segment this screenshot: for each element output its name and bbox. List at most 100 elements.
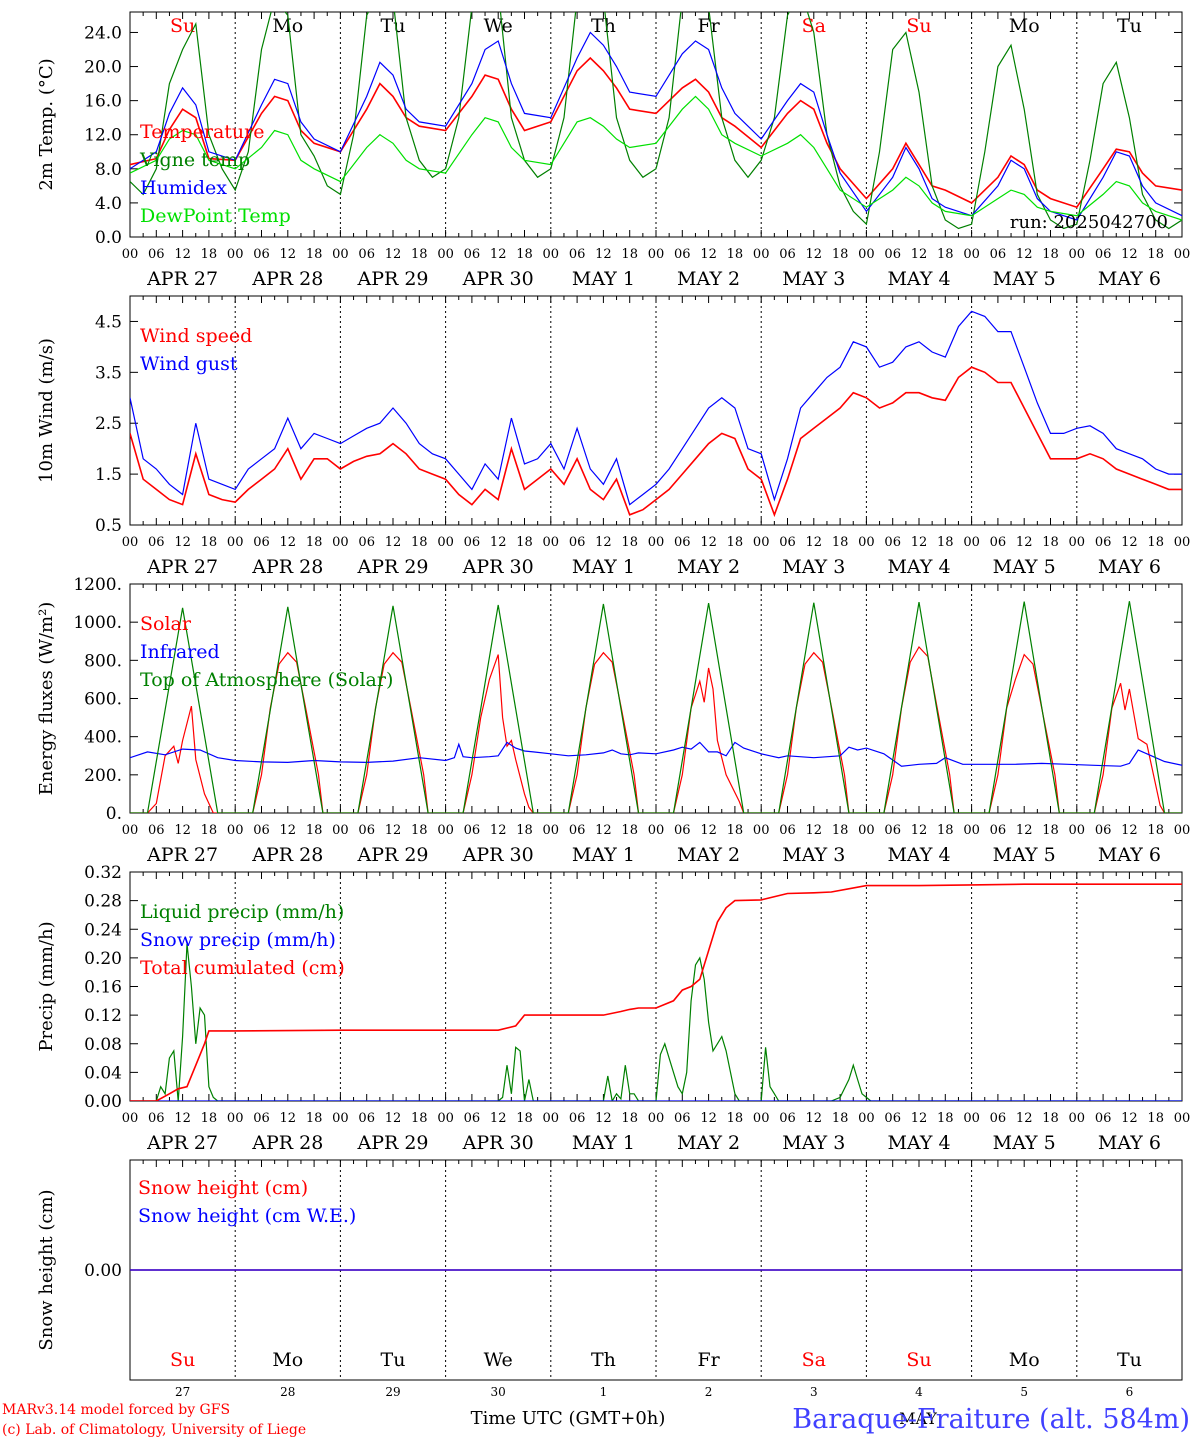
hour-tick-label: 18 <box>516 823 533 838</box>
hour-tick-label: 06 <box>148 1111 165 1126</box>
hour-tick-label: 12 <box>174 535 191 550</box>
hour-tick-label: 06 <box>1095 535 1112 550</box>
hour-tick-label: 00 <box>753 535 770 550</box>
hour-tick-label: 00 <box>437 247 454 262</box>
panel-2: 0.5 1.5 2.5 3.5 4.5 10m Wind (m/s) 00 06 12 18 APR… <box>36 295 1190 578</box>
hour-tick-label: 18 <box>1147 247 1164 262</box>
date-label: MAY 2 <box>677 1132 740 1154</box>
series-line-dewpoint-temp <box>130 95 1182 221</box>
hour-tick-label: 06 <box>253 1111 270 1126</box>
date-label: APR 29 <box>356 268 428 290</box>
day-number-label: 3 <box>810 1385 818 1399</box>
hour-tick-label: 12 <box>280 535 297 550</box>
y-tick-label: 20.0 <box>84 58 122 78</box>
hour-tick-label: 06 <box>358 247 375 262</box>
date-label: MAY 2 <box>677 844 740 866</box>
y-tick-label: 0.28 <box>84 892 122 912</box>
date-label: MAY 6 <box>1098 268 1161 290</box>
hour-tick-label: 00 <box>332 247 349 262</box>
panel-1: 0.0 4.0 8.0 12.0 16.0 20.0 24.0 2m Temp. (°C) 00… <box>36 11 1190 290</box>
hour-tick-label: 12 <box>385 823 402 838</box>
hour-tick-label: 06 <box>884 1111 901 1126</box>
date-label: MAY 1 <box>572 844 635 866</box>
date-label: MAY 5 <box>993 268 1056 290</box>
weekday-label: Th <box>591 1349 616 1371</box>
hour-tick-label: 18 <box>937 1111 954 1126</box>
hour-tick-label: 00 <box>963 823 980 838</box>
date-label: APR 28 <box>251 268 323 290</box>
hour-tick-label: 06 <box>148 535 165 550</box>
hour-tick-label: 12 <box>1121 823 1138 838</box>
hour-tick-label: 18 <box>937 247 954 262</box>
hour-tick-label: 18 <box>516 1111 533 1126</box>
hour-tick-label: 00 <box>227 1111 244 1126</box>
hour-tick-label: 06 <box>674 1111 691 1126</box>
hour-tick-label: 06 <box>569 1111 586 1126</box>
hour-tick-label: 12 <box>385 247 402 262</box>
y-tick-label: 0.00 <box>84 1261 122 1281</box>
y-tick-label: 1000. <box>73 613 122 633</box>
hour-tick-label: 06 <box>779 823 796 838</box>
hour-tick-label: 00 <box>543 823 560 838</box>
hour-tick-label: 18 <box>306 823 323 838</box>
series-line-infrared <box>130 741 1182 767</box>
hour-tick-label: 06 <box>779 247 796 262</box>
y-tick-label: 8.0 <box>95 160 122 180</box>
hour-tick-label: 12 <box>490 247 507 262</box>
hour-tick-label: 00 <box>963 247 980 262</box>
hour-tick-label: 06 <box>253 823 270 838</box>
y-tick-label: 2.5 <box>95 414 122 434</box>
date-label: MAY 2 <box>677 268 740 290</box>
footer-copyright: (c) Lab. of Climatology, University of L… <box>2 1422 306 1438</box>
hour-tick-label: 12 <box>490 1111 507 1126</box>
series-line-wind-speed <box>130 366 1182 518</box>
date-label: APR 30 <box>462 1132 534 1154</box>
hour-tick-label: 06 <box>464 247 481 262</box>
date-label: MAY 3 <box>782 268 845 290</box>
hour-tick-label: 12 <box>595 1111 612 1126</box>
day-number-label: 5 <box>1020 1385 1028 1399</box>
hour-tick-label: 18 <box>411 535 428 550</box>
y-tick-label: 3.5 <box>95 363 122 383</box>
date-label: APR 28 <box>251 844 323 866</box>
hour-tick-label: 00 <box>332 1111 349 1126</box>
date-label: MAY 5 <box>993 844 1056 866</box>
weekday-label: Su <box>906 15 931 37</box>
hour-tick-label: 18 <box>727 247 744 262</box>
y-tick-label: 0.12 <box>84 1006 122 1026</box>
date-label: MAY 4 <box>887 556 950 578</box>
hour-tick-label: 12 <box>174 823 191 838</box>
date-label: APR 29 <box>356 1132 428 1154</box>
date-label: MAY 1 <box>572 556 635 578</box>
hour-tick-label: 12 <box>911 823 928 838</box>
day-number-label: 27 <box>175 1385 190 1399</box>
hour-tick-label: 06 <box>253 535 270 550</box>
hour-tick-label: 00 <box>1174 1111 1191 1126</box>
y-tick-label: 0.5 <box>95 516 122 536</box>
weekday-label: Sa <box>802 15 826 37</box>
run-label: run: 2025042700 <box>1010 212 1168 233</box>
hour-tick-label: 18 <box>201 1111 218 1126</box>
hour-tick-label: 00 <box>1069 247 1086 262</box>
y-axis-title: Precip (mm/h) <box>36 921 57 1051</box>
hour-tick-label: 18 <box>516 247 533 262</box>
legend-label: Humidex <box>140 177 227 199</box>
hour-tick-label: 18 <box>201 535 218 550</box>
hour-tick-label: 00 <box>122 1111 139 1126</box>
hour-tick-label: 06 <box>464 1111 481 1126</box>
weekday-label: Sa <box>802 1349 826 1371</box>
hour-tick-label: 00 <box>227 823 244 838</box>
date-label: MAY 3 <box>782 1132 845 1154</box>
hour-tick-label: 06 <box>779 535 796 550</box>
hour-tick-label: 06 <box>884 823 901 838</box>
y-tick-label: 0.04 <box>84 1063 122 1083</box>
weekday-label: Su <box>170 1349 195 1371</box>
hour-tick-label: 18 <box>306 1111 323 1126</box>
series-line-wind-gust <box>130 310 1182 506</box>
y-tick-label: 0.16 <box>84 978 122 998</box>
hour-tick-label: 00 <box>753 247 770 262</box>
hour-tick-label: 00 <box>753 1111 770 1126</box>
day-number-label: 28 <box>280 1385 295 1399</box>
y-tick-label: 200. <box>84 766 122 786</box>
y-tick-label: 800. <box>84 651 122 671</box>
